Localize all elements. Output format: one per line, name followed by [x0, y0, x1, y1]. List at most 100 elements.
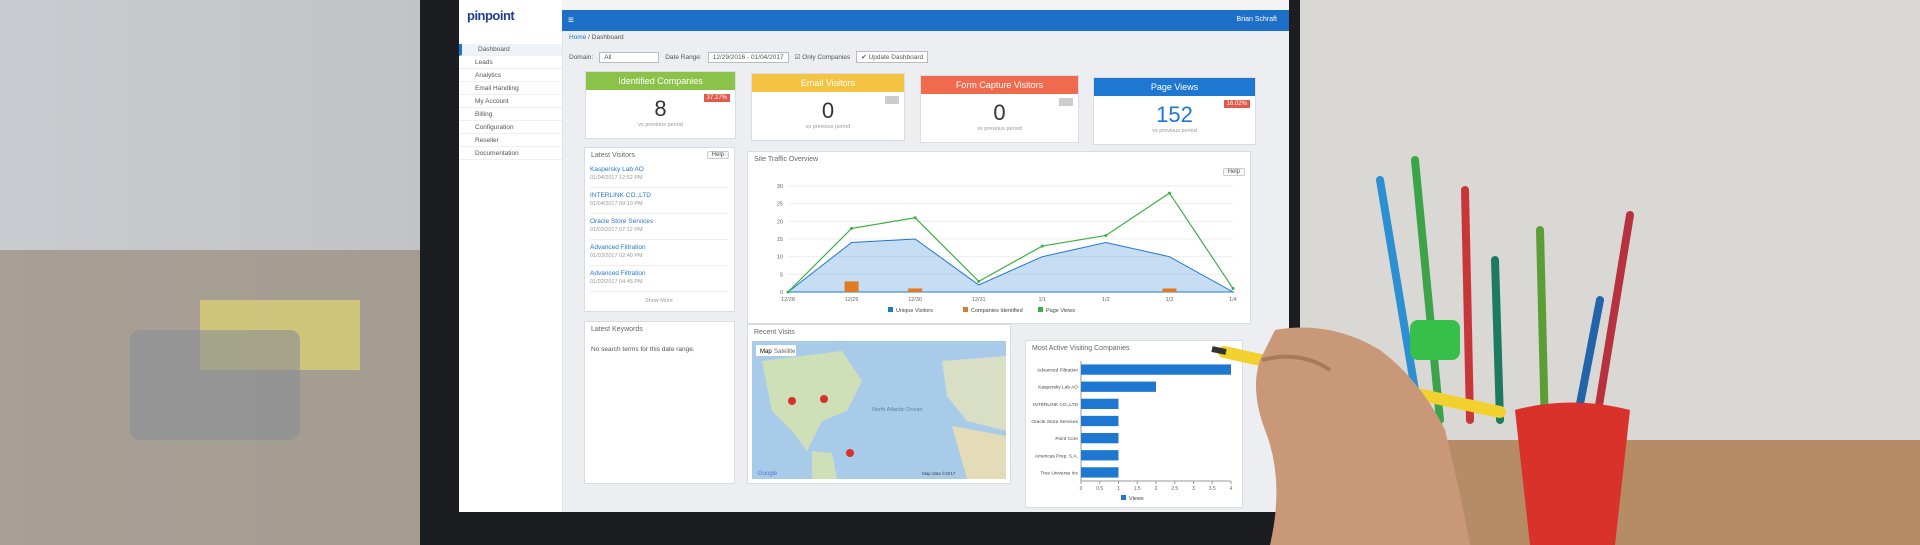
visitor-name: Advanced Filtration [590, 244, 646, 251]
breadcrumb: Home / Dashboard [569, 34, 624, 41]
only-companies[interactable]: ☑ Only Companies [794, 54, 851, 61]
visitor-row[interactable]: Oracle Store Services 01/03/2017 07:12 PM [590, 218, 728, 240]
stat-card: Email Visitors 0 vs previous period [751, 73, 905, 141]
y-tick-label: 30 [777, 184, 783, 190]
nav-item[interactable]: Documentation [459, 148, 562, 160]
x-tick-label: 0.5 [1096, 486, 1103, 492]
panel-title: Recent Visits [754, 329, 795, 336]
card-value: 0 [821, 98, 835, 123]
point [1104, 233, 1108, 237]
visitor-name: Advanced Filtration [590, 270, 646, 277]
visitor-row[interactable]: Advanced Filtration 01/03/2017 02:40 PM [590, 244, 728, 266]
update-label: Update Dashboard [868, 54, 924, 61]
keywords-empty: No search terms for this date range. [591, 346, 695, 353]
nav-item[interactable]: Email Handling [459, 83, 562, 95]
line [787, 192, 1234, 293]
y-tick-label: 0 [780, 290, 783, 296]
card-note: vs previous period [638, 122, 683, 128]
nav-item[interactable]: Analytics [459, 70, 562, 82]
companies-chart: 0 0.5 1 1.5 2 2.5 3 3.5 4 Advanced Filtration Kasp… [1031, 361, 1233, 502]
legend-label: Page Views [1046, 308, 1075, 314]
legend-label: Unique Visitors [896, 308, 933, 314]
x-tick-label: 1/3 [1166, 297, 1174, 303]
visitor-date: 01/04/2017 09:10 PM [590, 201, 643, 207]
date-input[interactable]: 12/29/2016 - 01/04/2017 [707, 51, 789, 63]
bar [1162, 288, 1177, 292]
card-change: 16.02% [1223, 100, 1250, 108]
y-tick-label: Oracle Store Services [1031, 419, 1078, 425]
card-title: Form Capture Visitors [921, 76, 1078, 94]
bar [1081, 398, 1119, 409]
update-button[interactable]: ✔ Update Dashboard [856, 51, 929, 63]
stat-card: Form Capture Visitors 0 vs previous period [920, 75, 1079, 143]
card-title: Identified Companies [586, 72, 735, 90]
map[interactable]: Map Satellite North Atlantic Ocean Googl… [752, 341, 1006, 479]
map-tab[interactable]: Map [760, 349, 772, 355]
y-tick-label: Advanced Filtration [1037, 368, 1078, 374]
visitor-row[interactable]: Kaspersky Lab AO 01/04/2017 12:52 PM [590, 166, 728, 188]
card-badge [1059, 98, 1073, 106]
nav-item[interactable]: Dashboard [459, 44, 562, 56]
point [977, 279, 981, 283]
help-button[interactable]: Help [706, 151, 729, 159]
point [850, 226, 854, 230]
nav-item[interactable]: Configuration [459, 122, 562, 134]
visitor-row[interactable]: Advanced Filtration 01/02/2017 04:45 PM [590, 270, 728, 292]
legend-swatch [1121, 495, 1126, 500]
latest-visitors: Latest Visitors Help Kaspersky Lab AO 01/… [584, 147, 735, 312]
latest-keywords: Latest Keywords No search terms for this… [584, 321, 735, 484]
bar [1081, 433, 1119, 444]
panel-title: Latest Keywords [591, 326, 643, 333]
y-tick-label: Point Core [1055, 436, 1078, 442]
visitor-date: 01/04/2017 12:52 PM [590, 175, 643, 181]
visitor-name: Oracle Store Services [590, 218, 654, 225]
bar [844, 281, 859, 292]
panel-title: Most Active Visiting Companies [1032, 345, 1130, 352]
x-tick-label: 3.5 [1209, 486, 1216, 492]
show-more[interactable]: Show More [645, 298, 673, 304]
x-tick-label: 1.5 [1134, 486, 1141, 492]
legend-swatch [963, 307, 968, 312]
y-tick-label: 10 [777, 255, 783, 261]
point [1167, 191, 1171, 195]
x-tick-label: 2 [1155, 486, 1158, 492]
point [786, 290, 790, 294]
breadcrumb-home[interactable]: Home [569, 34, 587, 41]
domain-select[interactable]: All [599, 51, 660, 63]
y-tick-label: Tree Universe Inc [1040, 470, 1078, 476]
y-tick-label: 15 [777, 237, 783, 243]
x-tick-label: 12/28 [781, 297, 795, 303]
top-bar: ≡ Brian Schraft [562, 10, 1289, 31]
x-tick-label: 12/30 [908, 297, 922, 303]
domain-label: Domain: [569, 53, 594, 61]
recent-visits: Recent Visits Map Satellite North Atlant… [747, 324, 1011, 484]
card-note: vs previous period [805, 124, 851, 130]
x-tick-label: 3 [1192, 486, 1195, 492]
x-tick-label: 1/1 [1038, 297, 1046, 303]
user-name[interactable]: Brian Schraft [1236, 16, 1277, 23]
bar [1081, 364, 1231, 375]
stat-card: Identified Companies 8 vs previous period 3… [585, 71, 736, 139]
menu-icon[interactable]: ≡ [568, 15, 574, 26]
visitor-name: Kaspersky Lab AO [590, 166, 644, 173]
nav-item[interactable]: Leads [459, 57, 562, 69]
visitor-row[interactable]: INTERLINK CO.,LTD 01/04/2017 09:10 PM [590, 192, 728, 214]
nav-item[interactable]: Billing [459, 109, 562, 121]
help-button[interactable]: Help [1222, 168, 1245, 176]
card-note: vs previous period [977, 126, 1022, 132]
y-tick-label: Americas Prep. S.A. [1035, 453, 1078, 459]
map-tab[interactable]: Satellite [774, 349, 796, 355]
nav-item[interactable]: My Account [459, 96, 562, 108]
bar [908, 288, 923, 292]
panel-title: Latest Visitors [591, 152, 635, 159]
y-tick-label: Kaspersky Lab AO [1038, 385, 1078, 391]
x-tick-label: 1/4 [1229, 297, 1237, 303]
dashboard: pinpoint Dashboard Leads Analytics Email Ha… [459, 0, 1289, 512]
legend-swatch [1038, 307, 1043, 312]
x-tick-label: 2.5 [1171, 486, 1178, 492]
map-label: North Atlantic Ocean [872, 407, 922, 413]
logo[interactable]: pinpoint [467, 8, 515, 23]
map-attribution: Map data ©2017 [922, 470, 956, 476]
nav-item[interactable]: Reseller [459, 135, 562, 147]
